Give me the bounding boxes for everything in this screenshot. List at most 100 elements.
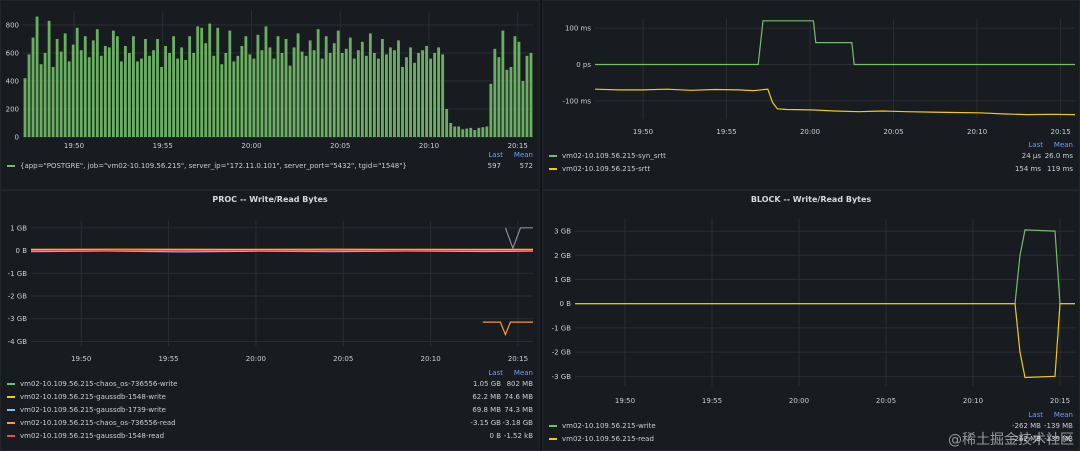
panel-top-right: 100 ms 0 ps -100 ms 19:50 19:55 20:00 20:05 20:… <box>542 0 1080 190</box>
legend-last-value: 62.2 MB <box>472 392 501 401</box>
bar <box>240 46 244 137</box>
bar <box>401 67 404 137</box>
legend-mean-value: -139 MB <box>1044 421 1073 430</box>
legend-item[interactable]: vm02-10.109.56.215-read -262 MB -139 MB <box>549 432 1073 445</box>
legend-swatch <box>549 154 557 157</box>
bar <box>220 64 224 137</box>
bar <box>144 39 147 137</box>
legend-item[interactable]: vm02-10.109.56.215-syn_srtt 24 µs 26.0 ms <box>549 149 1073 162</box>
y-tick-label: -2 GB <box>552 349 572 357</box>
bar <box>352 58 356 137</box>
chart-tr: 100 ms 0 ps -100 ms 19:50 19:55 20:00 20:05 20:… <box>562 19 1076 136</box>
legend-swatch <box>7 382 15 385</box>
bar <box>429 58 433 137</box>
y-tick-label: -1 GB <box>552 324 572 332</box>
legend-item[interactable]: vm02-10.109.56.215-write -262 MB -139 MB <box>549 419 1073 432</box>
legend-header: Last Mean <box>549 411 1073 419</box>
y-tick-label: 0 ps <box>576 61 591 69</box>
x-tick-label: 20:00 <box>246 355 266 363</box>
legend-br: Last Mean vm02-10.109.56.215-write -262 MB -… <box>549 411 1073 445</box>
legend-swatch <box>7 164 15 167</box>
bar <box>107 47 111 137</box>
x-tick-label: 20:10 <box>963 397 983 405</box>
bar <box>364 55 368 137</box>
legend-series-name: vm02-10.109.56.215-syn_srtt <box>562 151 666 160</box>
legend-item[interactable]: vm02-10.109.56.215-chaos_os-736556-write… <box>7 377 533 390</box>
bar <box>521 81 525 137</box>
legend-mean-value: 572 <box>519 161 533 170</box>
legend-column-header[interactable]: Last <box>488 151 503 159</box>
bar <box>517 41 521 137</box>
bar <box>160 67 163 137</box>
bar <box>148 55 151 137</box>
y-tick-label: 1 GB <box>10 224 27 232</box>
legend-bl: Last Mean vm02-10.109.56.215-chaos_os-7365… <box>7 369 533 442</box>
bar <box>441 54 445 137</box>
bar <box>196 26 200 137</box>
bar <box>224 53 228 137</box>
x-tick-label: 20:05 <box>883 128 903 136</box>
y-tick-label: 2 GB <box>554 252 571 260</box>
bar <box>385 54 388 137</box>
bar <box>292 47 296 137</box>
x-tick-label: 20:15 <box>1051 128 1071 136</box>
bar <box>192 53 196 137</box>
legend-column-header[interactable]: Mean <box>513 151 533 159</box>
legend-series-name: vm02-10.109.56.215-srtt <box>562 164 651 173</box>
series-line <box>594 88 1076 116</box>
x-tick-label: 20:05 <box>330 142 350 150</box>
bar <box>123 46 127 137</box>
panel-bottom-left: PROC -- Write/Read Bytes 1 GB 0 B -1 GB -2 … <box>0 190 540 451</box>
legend-item[interactable]: {app="POSTGRE", job="vm02-10.109.56.215"… <box>7 159 533 172</box>
legend-last-value: 69.8 MB <box>472 405 501 414</box>
legend-item[interactable]: vm02-10.109.56.215-gaussdb-1548-read 0 B-… <box>7 429 533 442</box>
legend-item[interactable]: vm02-10.109.56.215-chaos_os-736556-read -… <box>7 416 533 429</box>
legend-series-name: vm02-10.109.56.215-gaussdb-1739-write <box>20 405 166 414</box>
bar <box>276 36 280 138</box>
bar <box>260 50 264 138</box>
bar <box>421 50 424 138</box>
bar <box>425 46 428 137</box>
x-tick-label: 20:00 <box>789 397 809 405</box>
bar <box>188 36 192 138</box>
legend-column-header[interactable]: Last <box>488 369 503 377</box>
bar <box>461 129 465 137</box>
y-tick-label: 200 <box>6 106 19 114</box>
legend-column-header[interactable]: Mean <box>1053 411 1073 419</box>
bar <box>91 40 95 137</box>
legend-item[interactable]: vm02-10.109.56.215-gaussdb-1548-write 62.… <box>7 390 533 403</box>
legend-column-header[interactable]: Last <box>1028 141 1043 149</box>
bar <box>252 58 256 137</box>
bar <box>525 55 529 137</box>
y-tick-label: -100 ms <box>562 97 591 105</box>
legend-swatch <box>7 395 15 398</box>
bar <box>485 126 489 137</box>
series-line <box>595 20 1075 66</box>
watermark: @稀土掘金技术社区 <box>948 432 1074 448</box>
bar <box>513 36 517 138</box>
bar <box>344 48 348 137</box>
legend-column-header[interactable]: Mean <box>1053 141 1073 149</box>
bar <box>497 57 501 138</box>
x-tick-label: 20:05 <box>876 397 896 405</box>
y-tick-label: -1 GB <box>8 270 28 278</box>
chart-bl: 1 GB 0 B -1 GB -2 GB -3 GB -4 GB 19:50 19:55 20:… <box>8 221 534 363</box>
bar <box>356 50 360 138</box>
legend-series-name: vm02-10.109.56.215-read <box>562 434 654 443</box>
bar <box>79 50 83 138</box>
bar <box>75 27 79 137</box>
legend-column-header[interactable]: Last <box>1028 411 1043 419</box>
x-tick-label: 20:00 <box>800 128 820 136</box>
legend-item[interactable]: vm02-10.109.56.215-gaussdb-1739-write 69.… <box>7 403 533 416</box>
legend-series-name: vm02-10.109.56.215-write <box>562 421 656 430</box>
bar <box>340 53 344 137</box>
legend-item[interactable]: vm02-10.109.56.215-srtt 154 ms 119 ms <box>549 162 1073 175</box>
bar <box>23 78 27 137</box>
legend-header: Last Mean <box>549 141 1073 149</box>
legend-column-header[interactable]: Mean <box>513 369 533 377</box>
x-tick-label: 19:55 <box>702 397 722 405</box>
bar <box>180 47 184 137</box>
x-tick-label: 19:50 <box>633 128 653 136</box>
bar <box>156 39 159 137</box>
bar <box>481 127 485 137</box>
